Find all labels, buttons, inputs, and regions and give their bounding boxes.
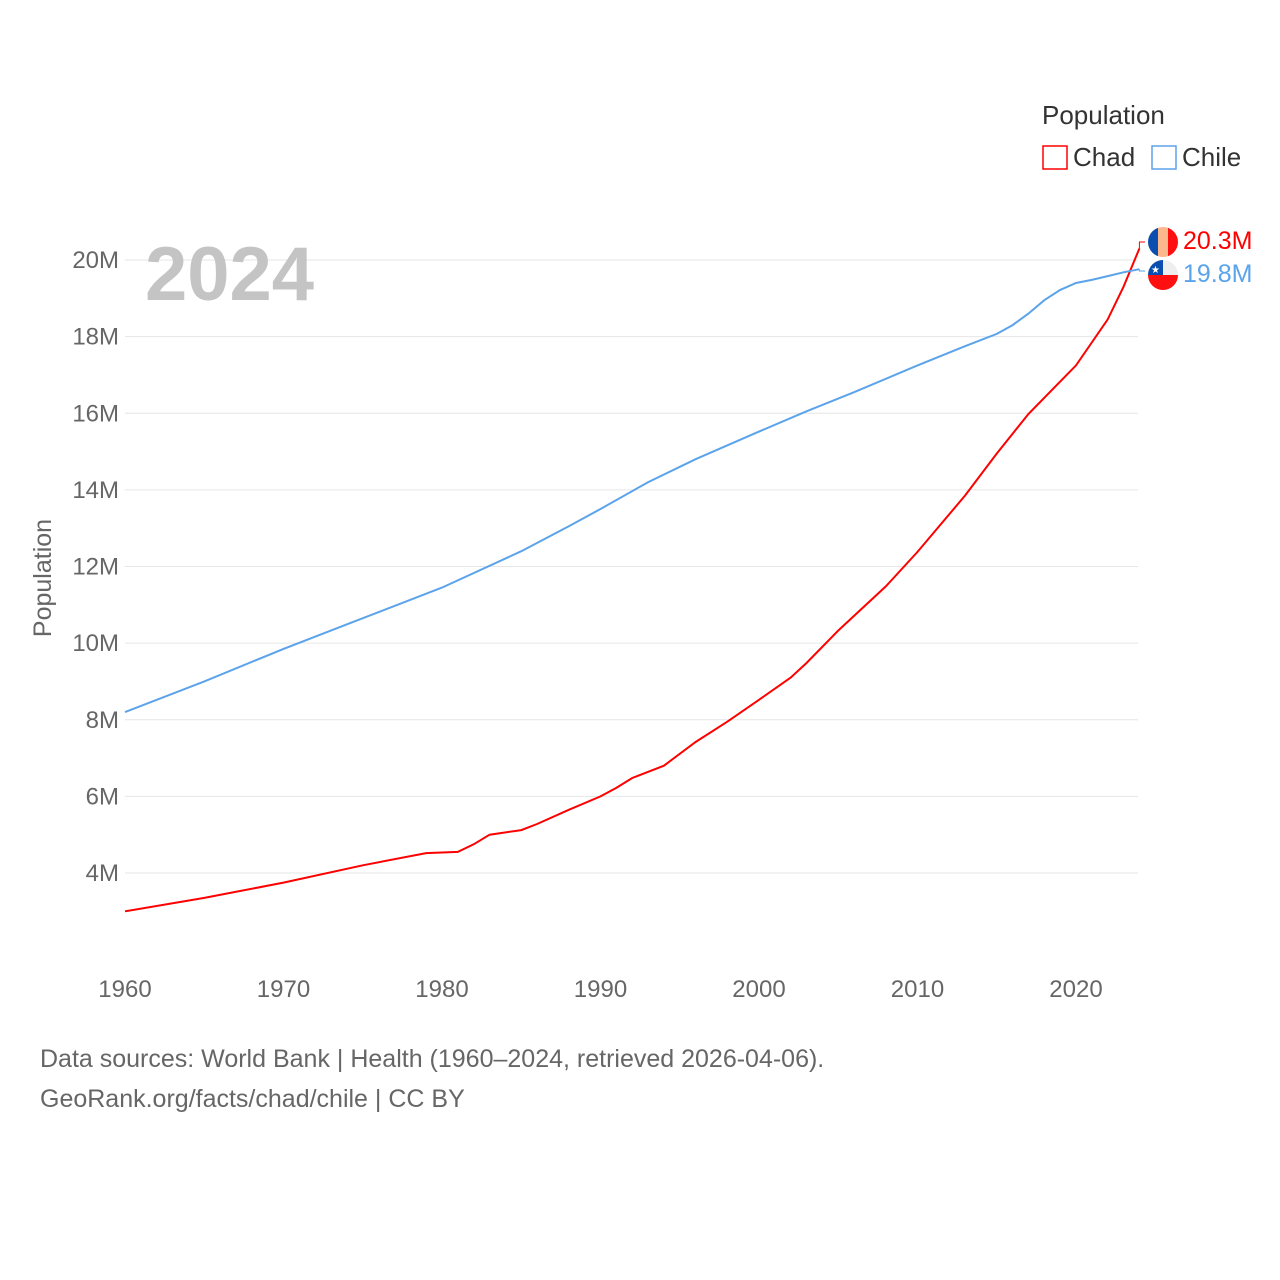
y-tick-label: 6M xyxy=(86,783,119,810)
legend: Population Chad Chile xyxy=(1042,100,1241,172)
legend-swatch-chad xyxy=(1042,145,1068,170)
x-tick-label: 2000 xyxy=(732,976,785,1003)
x-tick-label: 2010 xyxy=(891,976,944,1003)
x-tick-label: 2020 xyxy=(1049,976,1102,1003)
series-line-chad xyxy=(124,248,1141,913)
end-label-chile: 19.8M xyxy=(1183,260,1252,288)
y-tick-label: 12M xyxy=(72,554,119,581)
x-tick-label: 1980 xyxy=(415,976,468,1003)
x-tick-label: 1990 xyxy=(574,976,627,1003)
legend-item-chile[interactable]: Chile xyxy=(1151,142,1241,172)
svg-text:★: ★ xyxy=(1151,265,1160,276)
chad-flag-icon xyxy=(1148,227,1178,257)
end-label-connector xyxy=(1138,269,1145,272)
legend-swatch-chile xyxy=(1151,145,1177,170)
x-tick-label: 1960 xyxy=(98,976,151,1003)
y-tick-label: 16M xyxy=(72,400,119,427)
end-label-connector xyxy=(1138,241,1145,249)
chile-flag-icon: ★ xyxy=(1148,260,1178,290)
legend-item-chad[interactable]: Chad xyxy=(1042,142,1135,172)
series-line-chile xyxy=(124,268,1140,714)
y-tick-label: 18M xyxy=(72,324,119,351)
y-tick-label: 14M xyxy=(72,477,119,504)
end-label-chad: 20.3M xyxy=(1183,227,1252,255)
y-tick-label: 8M xyxy=(86,707,119,734)
y-axis-label: Population xyxy=(29,519,57,637)
footer-attribution[interactable]: GeoRank.org/facts/chad/chile | CC BY xyxy=(40,1085,465,1113)
legend-title: Population xyxy=(1042,100,1165,130)
legend-label-chad: Chad xyxy=(1073,142,1135,172)
y-tick-label: 4M xyxy=(86,860,119,887)
year-watermark: 2024 xyxy=(145,232,314,317)
legend-label-chile: Chile xyxy=(1182,142,1241,172)
y-tick-label: 20M xyxy=(72,247,119,274)
y-tick-label: 10M xyxy=(72,630,119,657)
footer-source: Data sources: World Bank | Health (1960–… xyxy=(40,1045,825,1073)
x-tick-label: 1970 xyxy=(257,976,310,1003)
